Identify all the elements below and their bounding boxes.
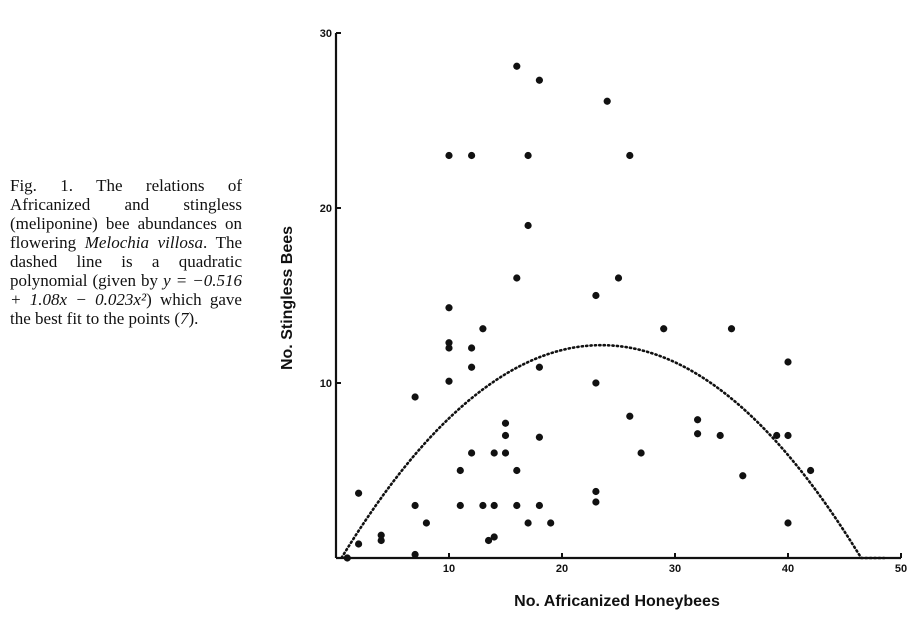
data-point <box>468 344 476 352</box>
x-tick-label: 20 <box>556 563 568 575</box>
y-tick-label: 10 <box>320 378 332 390</box>
data-point <box>535 433 544 441</box>
caption-equation: y = −0.516 + 1.08x − 0.023x² <box>10 271 242 309</box>
data-point <box>727 325 736 333</box>
x-tick-label: 40 <box>782 563 794 575</box>
data-point <box>513 501 521 510</box>
data-point <box>456 501 464 510</box>
data-point <box>411 393 419 401</box>
data-point <box>479 501 487 510</box>
x-axis-title: No. Africanized Honeybees <box>514 593 720 610</box>
axis-labels-layer: No. Africanized Honeybees No. Stingless … <box>279 226 720 610</box>
caption-fig-label: Fig. 1. <box>10 176 74 195</box>
data-point <box>445 304 453 312</box>
data-point <box>490 533 498 541</box>
data-point <box>490 449 498 457</box>
data-point <box>411 550 419 559</box>
data-point <box>592 291 600 300</box>
data-point <box>626 151 634 160</box>
caption-text-2: . The dashed line is a quadratic polynom… <box>10 233 243 290</box>
data-point <box>468 151 476 160</box>
data-point <box>422 519 430 527</box>
data-point <box>626 412 634 420</box>
data-point <box>445 151 453 160</box>
data-point <box>592 487 600 496</box>
data-point <box>513 274 521 282</box>
data-point <box>456 466 464 475</box>
data-point <box>343 554 351 562</box>
data-point <box>484 536 493 545</box>
x-tick-label: 30 <box>669 563 681 575</box>
figure-caption: Fig. 1. The relations of Africanized and… <box>10 176 242 328</box>
data-point <box>784 519 792 527</box>
data-point <box>513 466 521 475</box>
data-point <box>501 449 510 457</box>
data-point <box>479 325 487 333</box>
fit-curve-layer <box>340 343 886 560</box>
caption-text-4: ). <box>188 309 199 328</box>
data-point <box>603 97 611 105</box>
data-point <box>547 519 555 527</box>
data-point <box>524 151 532 160</box>
chart-axes: 10 20 30 40 50 10 20 30 <box>320 28 907 575</box>
y-axis-title: No. Stingless Bees <box>279 226 296 370</box>
data-point <box>592 379 600 387</box>
fit-curve <box>340 343 886 560</box>
data-point <box>694 416 702 424</box>
data-point <box>535 76 544 84</box>
y-tick-label: 20 <box>320 203 332 215</box>
data-point <box>468 363 476 371</box>
data-point <box>445 339 453 347</box>
data-point <box>524 221 532 230</box>
data-point <box>535 363 544 371</box>
data-point <box>807 466 815 475</box>
data-point <box>355 489 363 497</box>
data-point <box>784 431 792 440</box>
data-point <box>411 501 419 510</box>
data-point <box>614 274 623 282</box>
data-point <box>660 325 668 333</box>
data-point <box>637 449 645 457</box>
caption-text-3: ) which gave the best fit to the points … <box>10 290 242 328</box>
data-point <box>513 62 521 70</box>
data-point <box>445 344 453 352</box>
data-point <box>501 419 510 427</box>
data-point <box>694 430 702 438</box>
y-tick-label: 30 <box>320 28 332 40</box>
data-point <box>377 536 385 545</box>
data-point <box>739 472 747 480</box>
x-tick-label: 10 <box>443 563 455 575</box>
data-point <box>784 358 792 366</box>
data-point <box>592 498 600 506</box>
data-point <box>524 519 532 527</box>
data-point <box>468 449 476 457</box>
caption-species: Melochia villosa <box>84 233 203 252</box>
data-point <box>716 431 724 440</box>
data-point <box>490 501 498 510</box>
caption-text-1: The relations of Africanized and stingle… <box>10 176 242 252</box>
data-points-layer <box>343 62 815 562</box>
data-point <box>773 431 781 440</box>
data-point <box>445 377 453 385</box>
data-point <box>501 431 510 440</box>
x-tick-label: 50 <box>895 563 907 575</box>
caption-ref: 7 <box>179 309 189 328</box>
data-point <box>535 501 544 510</box>
data-point <box>377 531 385 539</box>
data-point <box>355 540 363 548</box>
